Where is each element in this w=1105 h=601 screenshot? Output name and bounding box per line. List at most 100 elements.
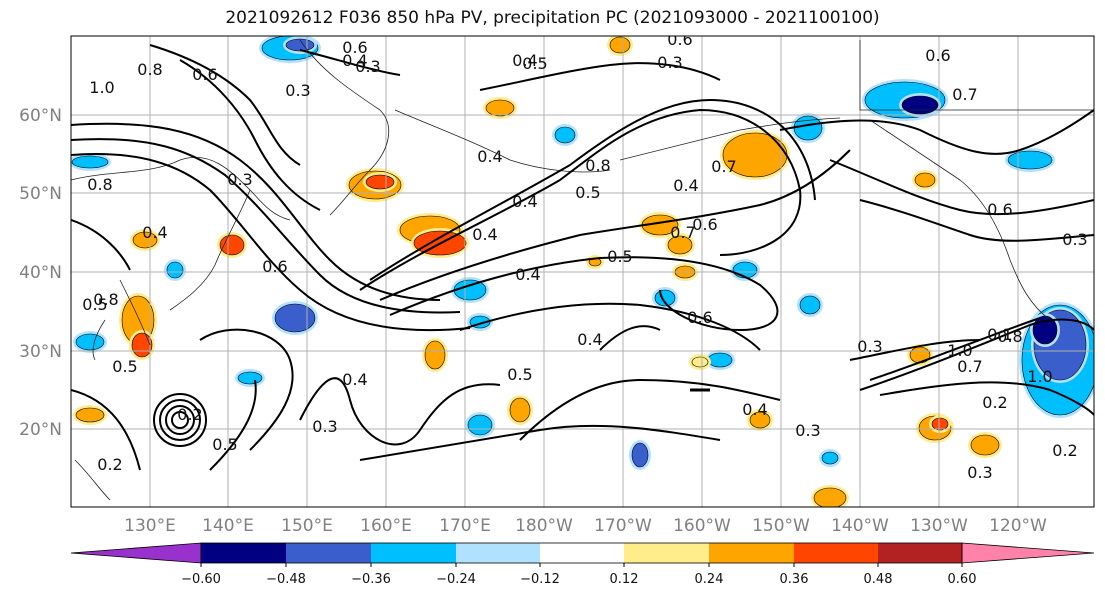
precip-anomaly <box>554 126 576 144</box>
colorbar-tick-label: −0.48 <box>266 572 306 587</box>
pv-contour-line <box>369 98 816 281</box>
contour-label: 1.0 <box>89 78 114 97</box>
pv-contour-line <box>389 256 779 332</box>
lon-label: 150°W <box>752 516 810 536</box>
precip-anomaly <box>237 371 263 385</box>
colorbar-tick-label: 0.48 <box>864 572 893 587</box>
contour-label: 0.7 <box>957 357 982 376</box>
contour-label: 0.4 <box>472 225 497 244</box>
colorbar-segment <box>624 543 709 563</box>
colorbar-segment <box>371 543 456 563</box>
precip-anomaly <box>749 411 771 429</box>
contour-label: 0.4 <box>342 370 367 389</box>
precip-anomaly <box>609 36 631 54</box>
lon-label: 150°E <box>281 516 333 536</box>
pv-contour-line <box>199 328 294 451</box>
contour-label: 0.4 <box>512 51 537 70</box>
colorbar-segment <box>286 543 371 563</box>
contour-label: 0.6 <box>192 65 217 84</box>
map-frame <box>70 35 1095 508</box>
pv-contour-line <box>849 339 981 361</box>
contour-label: 0.3 <box>657 53 682 72</box>
precip-anomaly <box>131 332 153 358</box>
contour-label: 0.4 <box>515 265 540 284</box>
pv-contour-line <box>379 149 851 301</box>
contour-label: 0.6 <box>262 257 287 276</box>
contour-label: 0.4 <box>742 400 767 419</box>
precip-anomaly <box>667 235 693 255</box>
pv-contour-ring <box>159 399 201 441</box>
precip-anomaly <box>71 155 109 169</box>
pv-contour-line <box>879 381 1094 416</box>
lon-label: 130°E <box>124 516 176 536</box>
colorbar-tick-label: −0.36 <box>351 572 391 587</box>
lon-label: 160°W <box>673 516 731 536</box>
precip-anomaly <box>132 231 158 249</box>
contour-label: 0.7 <box>952 85 977 104</box>
precip-anomaly <box>274 303 316 333</box>
longitude-labels: 130°E 140°E 150°E 160°E 170°E 180°W 170°W 160°W… <box>124 516 1047 536</box>
pv-contour-line <box>299 377 501 446</box>
lat-label: 60°N <box>19 106 62 126</box>
lat-label: 30°N <box>19 342 62 362</box>
contour-label: 0.4 <box>342 51 367 70</box>
lat-label: 50°N <box>19 184 62 204</box>
colorbar-segment <box>540 543 624 563</box>
colorbar-segment <box>709 543 794 563</box>
contour-label: 0.2 <box>177 405 202 424</box>
precip-anomaly <box>365 174 395 190</box>
pv-contour-ring <box>165 405 195 435</box>
lon-label: 120°W <box>989 516 1047 536</box>
precip-anomaly <box>485 99 515 117</box>
pv-contour-line <box>479 62 721 91</box>
pv-contour-line <box>859 199 1094 242</box>
contour-label: 0.6 <box>667 30 692 49</box>
pv-contour-line <box>459 302 761 351</box>
colorbar-segment <box>201 543 286 563</box>
contour-label: 0.5 <box>212 435 237 454</box>
precip-anomaly <box>799 295 821 315</box>
pv-contour-ring <box>153 393 207 447</box>
precip-anomaly <box>467 414 493 436</box>
contour-label: 0.2 <box>1052 441 1077 460</box>
lon-label: 180°W <box>515 516 573 536</box>
lat-label: 20°N <box>19 420 62 440</box>
pv-contour-line <box>779 109 1094 155</box>
precip-anomaly <box>75 407 105 423</box>
pv-contour-line <box>299 49 401 76</box>
precip-anomaly <box>1007 150 1053 170</box>
precip-anomaly <box>631 442 649 468</box>
pv-contour-line <box>829 159 1094 216</box>
precip-anomaly <box>813 487 847 507</box>
pv-contour-line <box>859 318 1094 391</box>
contour-label: 0.8 <box>87 175 112 194</box>
contour-label: 0.5 <box>82 295 107 314</box>
contour-label: 1.0 <box>1027 367 1052 386</box>
contour-label: 0.5 <box>507 365 532 384</box>
precip-anomaly <box>821 451 839 465</box>
latitude-labels: 60°N 50°N 40°N 30°N 20°N <box>19 106 62 440</box>
contour-label: 0.8 <box>93 290 118 309</box>
contour-label: 0.4 <box>142 223 167 242</box>
colorbar-segment <box>878 543 962 563</box>
colorbar-tick-label: 0.12 <box>610 572 639 587</box>
colorbar: −0.60 −0.48 −0.36 −0.24 −0.12 0.12 0.24 0.36 0.4… <box>70 542 1095 587</box>
precip-anomaly <box>691 356 709 368</box>
lat-label: 40°N <box>19 263 62 283</box>
precip-anomaly <box>914 172 936 188</box>
colorbar-tick-label: −0.60 <box>181 572 221 587</box>
lon-label: 170°W <box>594 516 652 536</box>
precip-anomaly <box>285 38 315 52</box>
coastlines <box>71 39 1094 501</box>
pv-contour-line <box>599 325 661 351</box>
colorbar-tick-label: 0.24 <box>695 572 724 587</box>
contour-label: 0.7 <box>670 223 695 242</box>
lon-label: 170°E <box>439 516 491 536</box>
precip-anomaly <box>901 95 939 115</box>
contour-label: 0.4 <box>477 147 502 166</box>
pv-contour-line <box>71 122 441 301</box>
contour-label: 0.2 <box>97 455 122 474</box>
contour-label: 0.3 <box>967 463 992 482</box>
precip-anomaly <box>707 352 733 368</box>
precip-anomaly <box>931 417 949 431</box>
